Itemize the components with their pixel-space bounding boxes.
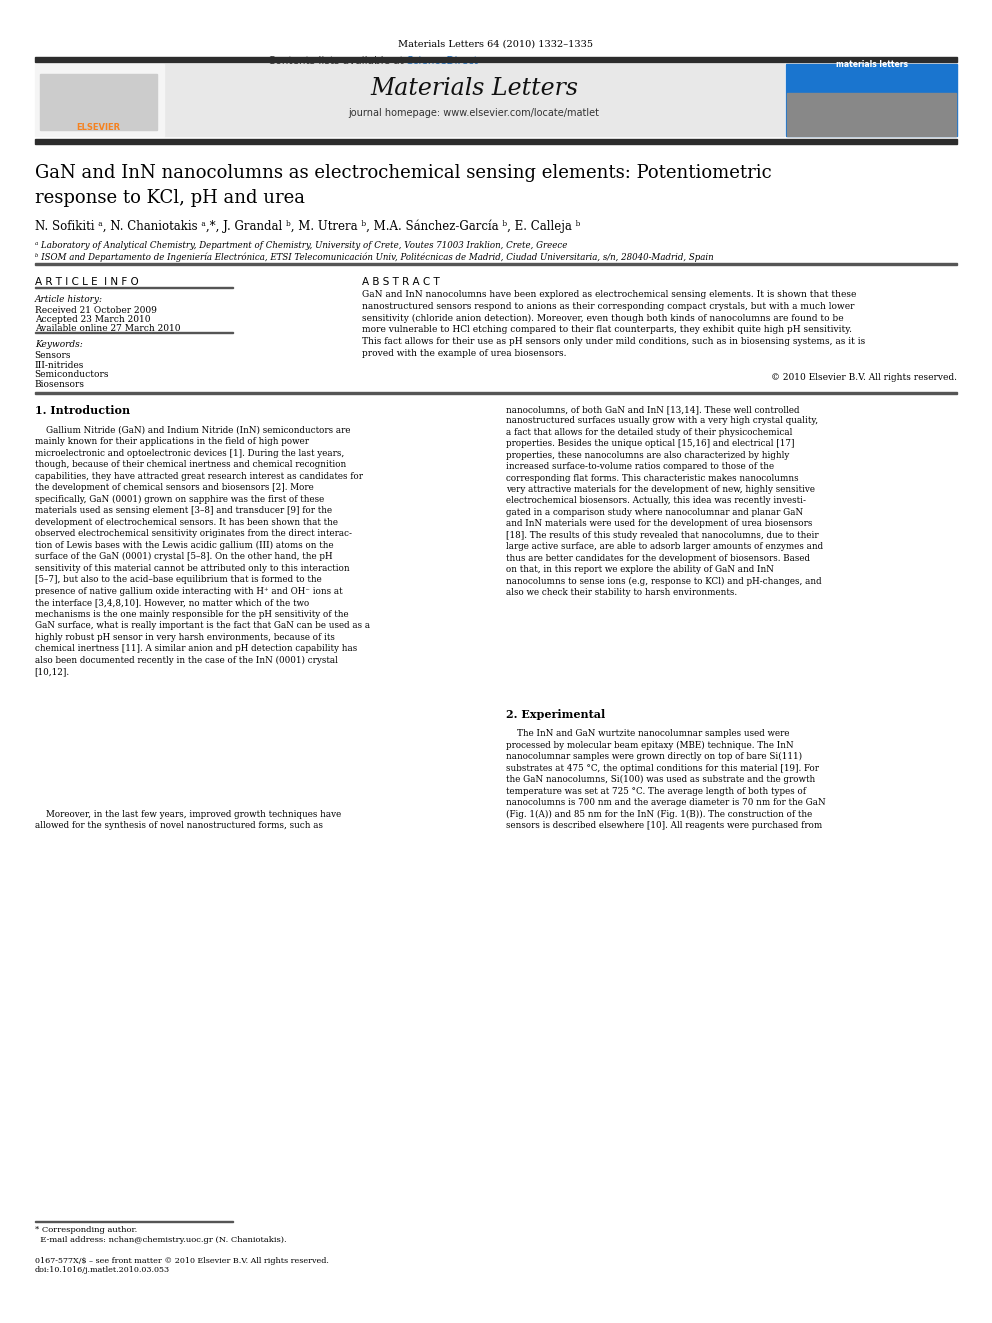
Text: nanocolumns, of both GaN and InN [13,14]. These well controlled
nanostructured s: nanocolumns, of both GaN and InN [13,14]… — [506, 405, 823, 597]
Text: Gallium Nitride (GaN) and Indium Nitride (InN) semiconductors are
mainly known f: Gallium Nitride (GaN) and Indium Nitride… — [35, 426, 370, 676]
Text: A B S T R A C T: A B S T R A C T — [362, 277, 439, 287]
Bar — [40, 74, 157, 130]
Bar — [35, 1221, 233, 1222]
Text: The InN and GaN wurtzite nanocolumnar samples used were
processed by molecular b: The InN and GaN wurtzite nanocolumnar sa… — [506, 729, 825, 831]
Text: A R T I C L E  I N F O: A R T I C L E I N F O — [35, 277, 139, 287]
Text: Moreover, in the last few years, improved growth techniques have
allowed for the: Moreover, in the last few years, improve… — [35, 810, 341, 830]
Bar — [786, 64, 957, 136]
Bar — [35, 57, 957, 62]
Text: GaN and InN nanocolumns have been explored as electrochemical sensing elements. : GaN and InN nanocolumns have been explor… — [362, 290, 865, 359]
Bar — [35, 332, 233, 333]
Text: ELSEVIER: ELSEVIER — [76, 123, 120, 132]
Bar — [35, 64, 164, 136]
Bar — [164, 64, 784, 136]
Text: Materials Letters 64 (2010) 1332–1335: Materials Letters 64 (2010) 1332–1335 — [399, 40, 593, 49]
Bar — [35, 393, 957, 394]
Text: Materials Letters: Materials Letters — [370, 77, 578, 99]
Text: E-mail address: nchan@chemistry.uoc.gr (N. Chaniotakis).: E-mail address: nchan@chemistry.uoc.gr (… — [35, 1236, 287, 1244]
Text: materials letters: materials letters — [836, 60, 908, 69]
Bar — [35, 287, 233, 288]
Text: Sensors: Sensors — [35, 351, 71, 360]
Text: III-nitrides: III-nitrides — [35, 360, 84, 369]
Text: Contents lists available at: Contents lists available at — [268, 56, 407, 66]
Text: * Corresponding author.: * Corresponding author. — [35, 1226, 137, 1234]
Text: 1. Introduction: 1. Introduction — [35, 405, 130, 415]
Text: N. Sofikiti ᵃ, N. Chaniotakis ᵃ,*, J. Grandal ᵇ, M. Utrera ᵇ, M.A. Sánchez-Garcí: N. Sofikiti ᵃ, N. Chaniotakis ᵃ,*, J. Gr… — [35, 220, 580, 233]
Text: ᵃ Laboratory of Analytical Chemistry, Department of Chemistry, University of Cre: ᵃ Laboratory of Analytical Chemistry, De… — [35, 241, 567, 250]
Text: 2. Experimental: 2. Experimental — [506, 709, 605, 720]
Bar — [35, 139, 957, 144]
Text: Article history:: Article history: — [35, 295, 103, 304]
Bar — [35, 262, 957, 265]
Text: journal homepage: www.elsevier.com/locate/matlet: journal homepage: www.elsevier.com/locat… — [348, 108, 600, 119]
Text: Semiconductors: Semiconductors — [35, 370, 109, 380]
Text: GaN and InN nanocolumns as electrochemical sensing elements: Potentiometric
resp: GaN and InN nanocolumns as electrochemic… — [35, 164, 772, 208]
Text: Received 21 October 2009: Received 21 October 2009 — [35, 306, 157, 315]
Text: ScienceDirect: ScienceDirect — [407, 56, 478, 66]
Text: Accepted 23 March 2010: Accepted 23 March 2010 — [35, 315, 150, 324]
Text: Available online 27 March 2010: Available online 27 March 2010 — [35, 324, 181, 333]
Text: © 2010 Elsevier B.V. All rights reserved.: © 2010 Elsevier B.V. All rights reserved… — [772, 373, 957, 382]
Bar — [787, 93, 956, 136]
Text: Keywords:: Keywords: — [35, 340, 82, 349]
Text: 0167-577X/$ – see front matter © 2010 Elsevier B.V. All rights reserved.: 0167-577X/$ – see front matter © 2010 El… — [35, 1257, 328, 1265]
Text: ᵇ ISOM and Departamento de Ingeniería Electrónica, ETSI Telecomunicación Univ, P: ᵇ ISOM and Departamento de Ingeniería El… — [35, 253, 713, 262]
Text: doi:10.1016/j.matlet.2010.03.053: doi:10.1016/j.matlet.2010.03.053 — [35, 1266, 170, 1274]
Text: Biosensors: Biosensors — [35, 380, 84, 389]
